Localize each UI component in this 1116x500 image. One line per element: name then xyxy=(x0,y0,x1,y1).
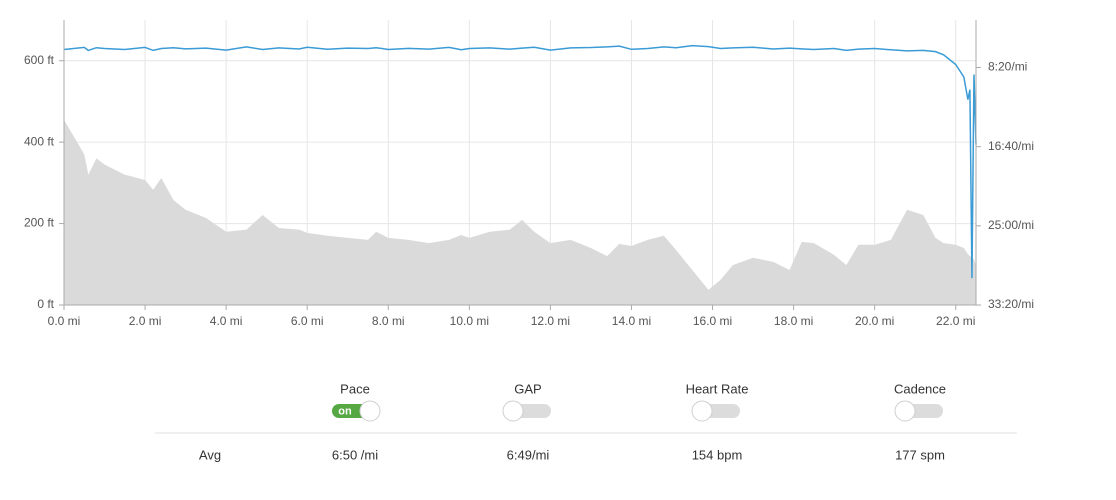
avg-value: 154 bpm xyxy=(692,447,743,462)
x-tick-label: 14.0 mi xyxy=(612,314,651,328)
metric-label: Heart Rate xyxy=(686,381,749,396)
toggle-text: on xyxy=(338,405,352,417)
x-tick-label: 8.0 mi xyxy=(372,314,405,328)
y2-tick-label: 16:40/mi xyxy=(988,139,1034,153)
avg-value: 177 spm xyxy=(895,447,945,462)
controls: Avg Pace on 6:50 /mi GAP 6:49/mi Heart Rate 154… xyxy=(155,381,1017,462)
x-tick-label: 10.0 mi xyxy=(450,314,489,328)
avg-value: 6:50 /mi xyxy=(332,447,378,462)
metric-label: Pace xyxy=(340,381,370,396)
avg-value: 6:49/mi xyxy=(507,447,550,462)
toggle-knob xyxy=(502,400,524,422)
toggle[interactable] xyxy=(691,400,740,422)
toggle-knob xyxy=(894,400,916,422)
elevation-area xyxy=(64,119,976,305)
y-tick-label: 600 ft xyxy=(24,53,55,67)
toggle[interactable] xyxy=(502,400,551,422)
y-tick-label: 400 ft xyxy=(24,134,55,148)
x-tick-label: 18.0 mi xyxy=(774,314,813,328)
metric-label: Cadence xyxy=(894,381,946,396)
x-tick-label: 0.0 mi xyxy=(48,314,81,328)
toggle-knob xyxy=(359,400,381,422)
toggle[interactable] xyxy=(894,400,943,422)
toggle-knob xyxy=(691,400,713,422)
y-tick-label: 0 ft xyxy=(37,297,54,311)
y2-tick-label: 25:00/mi xyxy=(988,218,1034,232)
toggle[interactable]: on xyxy=(332,400,381,422)
x-tick-label: 16.0 mi xyxy=(693,314,732,328)
avg-label: Avg xyxy=(199,447,221,462)
x-tick-label: 20.0 mi xyxy=(855,314,894,328)
y2-tick-label: 33:20/mi xyxy=(988,297,1034,311)
x-tick-label: 12.0 mi xyxy=(531,314,570,328)
y2-tick-label: 8:20/mi xyxy=(988,60,1027,74)
pace-line xyxy=(63,44,977,279)
x-tick-label: 4.0 mi xyxy=(210,314,243,328)
y-tick-label: 200 ft xyxy=(24,216,55,230)
x-tick-label: 22.0 mi xyxy=(936,314,975,328)
x-tick-label: 6.0 mi xyxy=(291,314,324,328)
metric-label: GAP xyxy=(514,381,541,396)
x-tick-label: 2.0 mi xyxy=(129,314,162,328)
